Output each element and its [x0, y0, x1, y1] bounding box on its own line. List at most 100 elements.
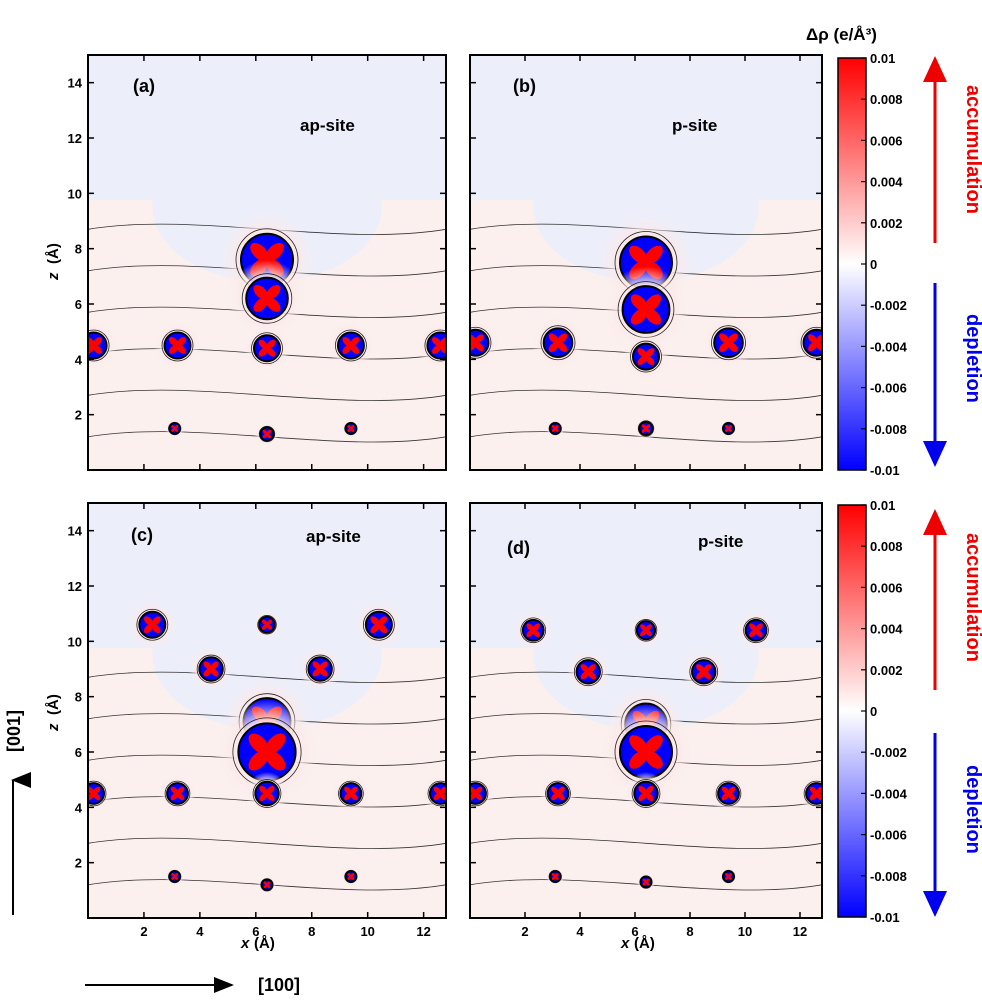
panel-d-x-tick-label: 2 — [521, 924, 528, 939]
cb-bottom-tick-label: 0.01 — [870, 498, 895, 513]
panel-a-orbital-lobe — [243, 324, 291, 373]
panel-c-orbital-lobe — [189, 647, 233, 691]
annotation-bottom: accumulation depletion — [923, 509, 982, 917]
cb-bottom-tick-label: 0 — [870, 704, 877, 719]
panel-c-orbital-lobe — [158, 774, 197, 813]
panel-b-orbital-lobe — [545, 418, 565, 439]
panel-c-z-tick-label: 14 — [68, 524, 83, 539]
direction-001-label: [001] — [4, 710, 24, 752]
panel-a-orbital-lobe — [228, 260, 306, 337]
panel-c-contour-line — [88, 837, 446, 849]
panel-c-orbital-lobe — [354, 600, 403, 649]
panel-d-field — [470, 503, 822, 918]
panel-b-orbital-lobe — [702, 316, 755, 370]
panel-c-orbital-lobe — [298, 647, 342, 691]
accumulation-label-bottom: accumulation — [962, 533, 982, 662]
x-label-left: x — [240, 935, 250, 952]
panel-a-orbital-lobe — [88, 321, 118, 370]
panel-d-orbital-lobe — [718, 866, 739, 887]
panel-b-orbital-lobe — [622, 332, 670, 381]
panel-b-orbital-lobe — [531, 316, 585, 370]
panel-b-orbital-lobe — [470, 318, 500, 367]
panel-c-x-tick-label: 10 — [360, 924, 374, 939]
cb-bottom-tick-label: 0.008 — [870, 539, 903, 554]
panel-c-contour-line — [88, 671, 446, 683]
panel-b-orbital-lobe — [634, 416, 658, 441]
panel-a-orbital-lobe — [255, 422, 279, 447]
panel-b-site-label: p-site — [672, 116, 717, 135]
cb-top-tick-label: 0.006 — [870, 133, 903, 148]
panel-a-field — [88, 55, 446, 470]
panel-c-orbital-lobe — [88, 774, 113, 813]
panel-b-orbital-lobe — [602, 266, 690, 353]
panel-b-frame — [469, 54, 823, 471]
z-axis-label-top: z (Å) — [45, 243, 62, 281]
panel-a-orbital-lobe — [341, 418, 361, 439]
cb-top-tick-label: 0.008 — [870, 92, 903, 107]
panel-d-x-tick-label: 12 — [793, 924, 807, 939]
x-unit-right: (Å) — [634, 935, 655, 952]
panel-a-z-tick-label: 10 — [68, 186, 82, 201]
panel-a-frame — [87, 54, 447, 471]
panel-d-site-label: p-site — [698, 532, 743, 551]
panel-c-orbital-lobe — [331, 774, 371, 813]
panel-c-orbital-lobe — [421, 774, 446, 813]
panel-c-orbital-lobe — [214, 699, 320, 805]
panel-c-x-tick-label: 8 — [308, 924, 315, 939]
panel-d-label: (d) — [507, 538, 530, 558]
cb-bottom-tick-label: -0.002 — [870, 745, 907, 760]
panel-c-orbital-lobe — [341, 866, 361, 887]
depletion-label-top: depletion — [962, 314, 982, 403]
cb-bottom-tick-label: 0.006 — [870, 580, 903, 595]
cb-bottom-tick-label: -0.008 — [870, 869, 907, 884]
direction-100-label: [100] — [258, 975, 300, 995]
panel-d-x-tick-label: 4 — [576, 924, 584, 939]
panel-c-label: (c) — [131, 525, 153, 545]
panel-d-x-tick-label: 10 — [738, 924, 752, 939]
x-axis-label-right: x (Å) — [620, 935, 655, 952]
z-axis-label-bottom: z (Å) — [45, 694, 62, 732]
panel-d-x-tick-label: 8 — [686, 924, 693, 939]
panel-d-orbital-lobe — [629, 613, 663, 648]
panel-d-orbital-lobe — [709, 774, 748, 813]
z-label-bottom: z — [45, 723, 62, 732]
panel-c-field — [88, 503, 446, 918]
panel-d-orbital-lobe — [624, 771, 668, 816]
panel-c-x-tick-label: 2 — [140, 924, 147, 939]
panel-c-x-tick-label: 12 — [416, 924, 430, 939]
panel-a-label: (a) — [133, 76, 155, 96]
cb-bottom-tick-label: -0.004 — [870, 786, 908, 801]
panel-a-contour-line — [88, 389, 446, 401]
panel-c-z-tick-label: 10 — [68, 634, 82, 649]
panel-d-contour-line — [470, 671, 822, 683]
panel-a-orbital-lobe — [416, 321, 446, 370]
panel-c-z-tick-label: 12 — [68, 579, 82, 594]
panel-a-z-tick-label: 8 — [75, 242, 82, 257]
cb-top-tick-label: -0.01 — [870, 463, 900, 478]
panel-b-label: (b) — [513, 76, 536, 96]
panel-d: 2 4 6 8 10 12 — [469, 502, 823, 939]
panel-a-z-tick-label: 6 — [75, 297, 82, 312]
panel-d-orbital-lobe — [470, 774, 495, 813]
panel-d-orbital-lobe — [566, 650, 610, 694]
panel-a: 2 4 6 8 10 12 14 — [68, 54, 447, 471]
panel-d-orbital-lobe — [514, 611, 553, 650]
accumulation-arrowhead-bottom — [923, 509, 947, 535]
panel-b-depletion-dome — [533, 132, 759, 282]
annotation-top: accumulation depletion — [923, 56, 982, 467]
panel-c-depletion-dome — [152, 580, 382, 730]
panel-c-z-tick-label: 8 — [75, 690, 82, 705]
panel-c-orbital-lobe — [245, 771, 289, 816]
panel-d-orbital-lobe — [545, 866, 565, 887]
panel-d-orbital-lobe — [682, 650, 726, 694]
depletion-arrowhead-bottom — [923, 891, 947, 917]
cb-top-tick-label: -0.002 — [870, 298, 907, 313]
panel-d-orbital-lobe — [598, 704, 694, 800]
panel-c-z-tick-label: 6 — [75, 745, 82, 760]
panel-d-orbital-lobe — [736, 611, 776, 650]
colorbar-title: Δρ (e/Å³) — [806, 25, 877, 44]
cb-top-tick-label: 0.01 — [870, 51, 895, 66]
x-unit-left: (Å) — [254, 935, 275, 952]
panel-a-orbital-lobe — [165, 418, 185, 439]
